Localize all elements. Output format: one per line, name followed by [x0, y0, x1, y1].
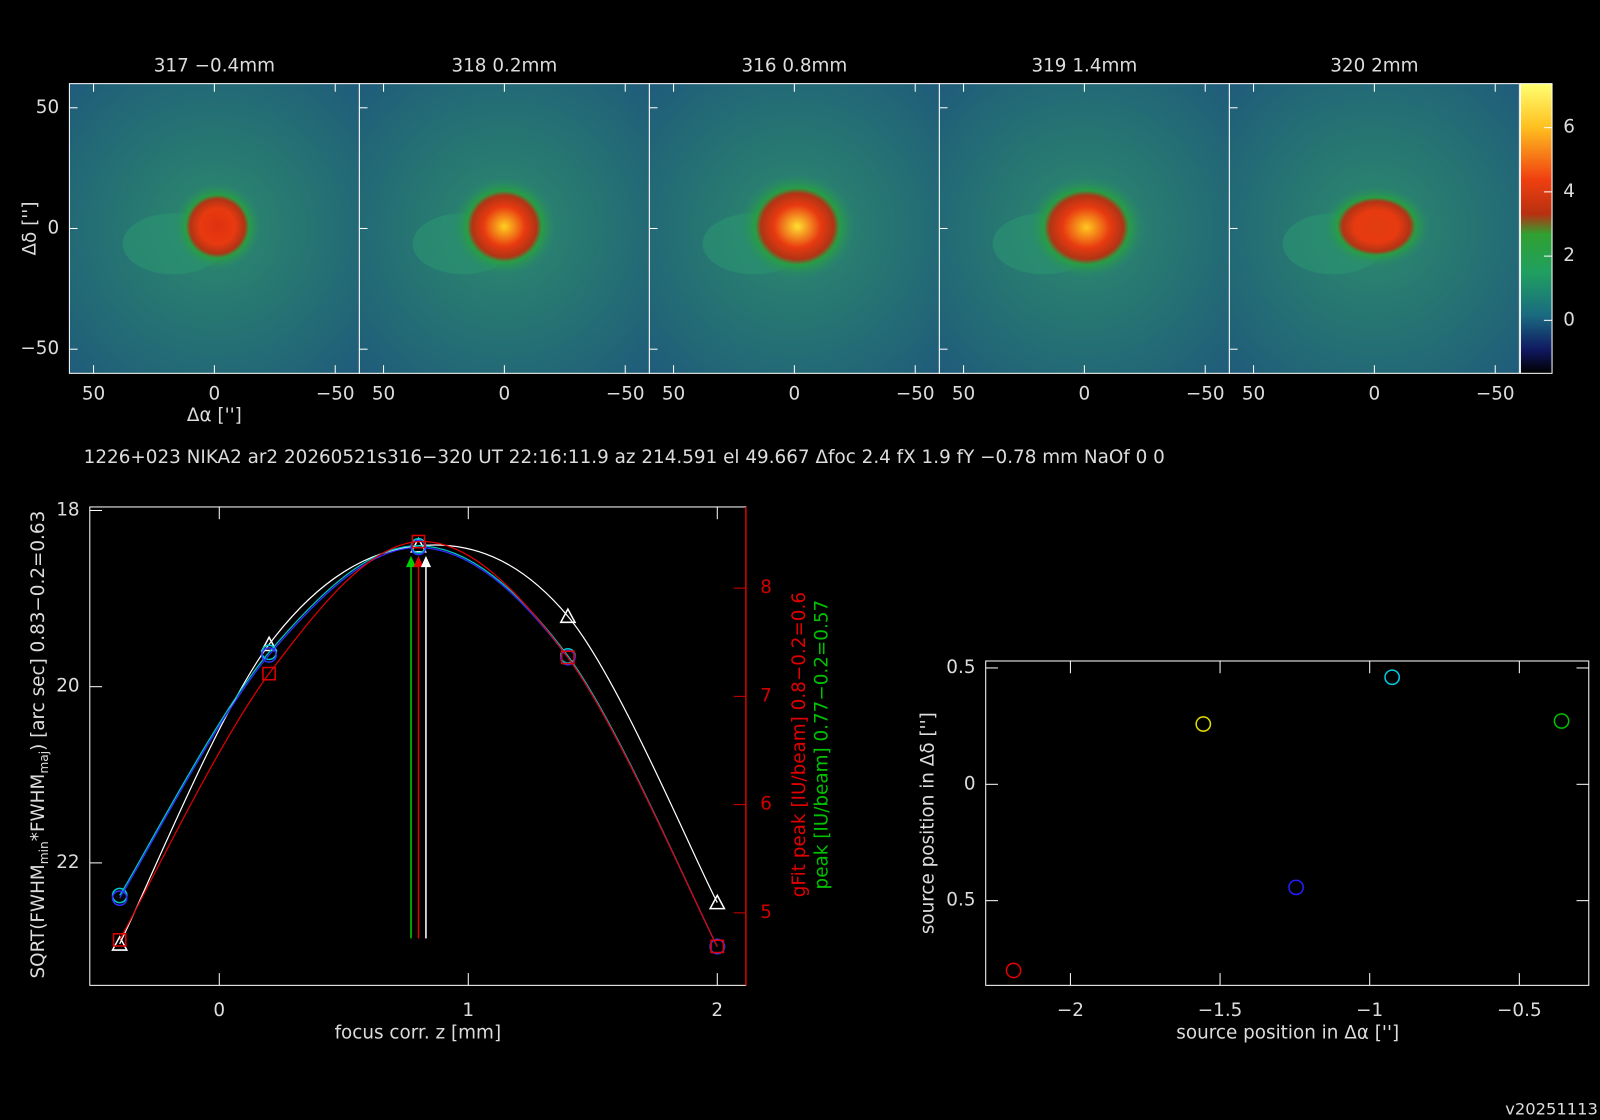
point — [1005, 962, 1022, 979]
x-tick-label: 0 — [209, 384, 221, 405]
y2-tick-label: 8 — [760, 577, 772, 598]
arrow-head — [405, 555, 417, 568]
y2-axis-label: peak [IU/beam] 0.77−0.2=0.57 — [811, 600, 832, 890]
colorbar — [1519, 83, 1553, 374]
x-axis-label: Δα [''] — [187, 405, 242, 426]
x-tick-label: 0 — [789, 384, 801, 405]
y-tick-label: 50 — [36, 97, 59, 118]
y-label-part: maj — [36, 751, 50, 774]
x-tick-label: −1.5 — [1198, 1000, 1243, 1021]
source-blob — [1321, 186, 1431, 267]
point — [111, 890, 128, 907]
x-tick-label: 2 — [711, 1000, 723, 1021]
x-axis-label: source position in Δα [''] — [1176, 1022, 1399, 1043]
point — [112, 933, 127, 947]
point — [260, 635, 278, 652]
x-axis-label: focus corr. z [mm] — [335, 1022, 502, 1043]
x-tick-label: 1 — [462, 1000, 474, 1021]
fit-curve — [119, 540, 718, 947]
y-label-part: *FWHM — [28, 774, 49, 842]
x-tick-label: −50 — [1186, 384, 1225, 405]
y-tick-label: 20 — [56, 676, 79, 697]
x-tick-label: 50 — [952, 384, 975, 405]
panel-title: 320 2mm — [1330, 55, 1418, 76]
point — [410, 539, 427, 556]
panel-title: 318 0.2mm — [451, 55, 557, 76]
point — [1195, 716, 1212, 732]
source-blob — [1027, 176, 1146, 279]
x-tick-label: −50 — [1476, 384, 1515, 405]
arrow-head — [420, 555, 432, 568]
y-tick-label: 0 — [964, 773, 976, 794]
y-tick-label: −50 — [20, 338, 59, 359]
y2-axis-label: gFit peak [IU/beam] 0.8−0.2=0.6 — [789, 592, 810, 897]
x-tick-label: 0 — [1369, 384, 1381, 405]
point — [411, 534, 426, 549]
y2-tick-label: 7 — [760, 685, 772, 706]
panel-title: 316 0.8mm — [741, 55, 847, 76]
y-axis-label: source position in Δδ [''] — [918, 712, 939, 934]
y-label-part: ) [arc sec] 0.83−0.2=0.63 — [28, 511, 49, 751]
y2-tick-label: 5 — [760, 902, 772, 923]
plot-frame — [985, 660, 1590, 986]
panel-title: 319 1.4mm — [1031, 55, 1137, 76]
x-tick-label: 50 — [82, 384, 105, 405]
x-tick-label: −50 — [606, 384, 645, 405]
y-label-part: min — [36, 841, 50, 864]
y-tick-label: 0 — [47, 217, 59, 238]
y-tick-label: 0.5 — [946, 657, 975, 678]
source-blob — [173, 182, 262, 271]
point — [708, 893, 726, 910]
point — [1553, 713, 1570, 729]
point — [111, 935, 129, 951]
point — [261, 647, 277, 663]
point — [709, 938, 726, 955]
y-tick-label: 0.5 — [946, 890, 975, 911]
panel-title: 317 −0.4mm — [154, 55, 275, 76]
point — [710, 939, 725, 954]
point — [559, 607, 577, 624]
point — [1288, 879, 1304, 896]
x-tick-label: 50 — [1242, 384, 1265, 405]
x-tick-label: 0 — [213, 1000, 225, 1021]
version: v20251113 — [1505, 1099, 1598, 1118]
colorbar-tick-label: 2 — [1563, 245, 1575, 266]
colorbar-tick-label: 0 — [1563, 309, 1575, 330]
colorbar-tick-label: 4 — [1563, 181, 1575, 202]
colorbar-tick-label: 6 — [1563, 117, 1575, 138]
source-blob — [738, 173, 857, 280]
point — [560, 650, 575, 665]
y-tick-label: 18 — [56, 499, 79, 520]
point — [1384, 669, 1401, 686]
x-tick-label: 50 — [662, 384, 685, 405]
y-axis-label: Δδ [''] — [20, 201, 41, 255]
x-tick-label: −1 — [1356, 1000, 1383, 1021]
y-axis-label: SQRT(FWHMmin*FWHMmaj) [arc sec] 0.83−0.2… — [28, 511, 51, 979]
x-tick-label: 0 — [1079, 384, 1091, 405]
arrow-head — [413, 555, 424, 568]
y-label-part: SQRT(FWHM — [28, 864, 49, 978]
point — [559, 649, 576, 666]
y-tick-label: 22 — [56, 852, 79, 873]
source-blob — [452, 176, 557, 277]
x-tick-label: −0.5 — [1497, 1000, 1542, 1021]
header: 1226+023 NIKA2 ar2 20260521s316−320 UT 2… — [84, 447, 1165, 468]
x-tick-label: −2 — [1057, 1000, 1084, 1021]
x-tick-label: 0 — [499, 384, 511, 405]
x-tick-label: −50 — [896, 384, 935, 405]
x-tick-label: 50 — [372, 384, 395, 405]
point — [262, 666, 276, 681]
y2-tick-label: 6 — [760, 794, 772, 815]
x-tick-label: −50 — [316, 384, 355, 405]
